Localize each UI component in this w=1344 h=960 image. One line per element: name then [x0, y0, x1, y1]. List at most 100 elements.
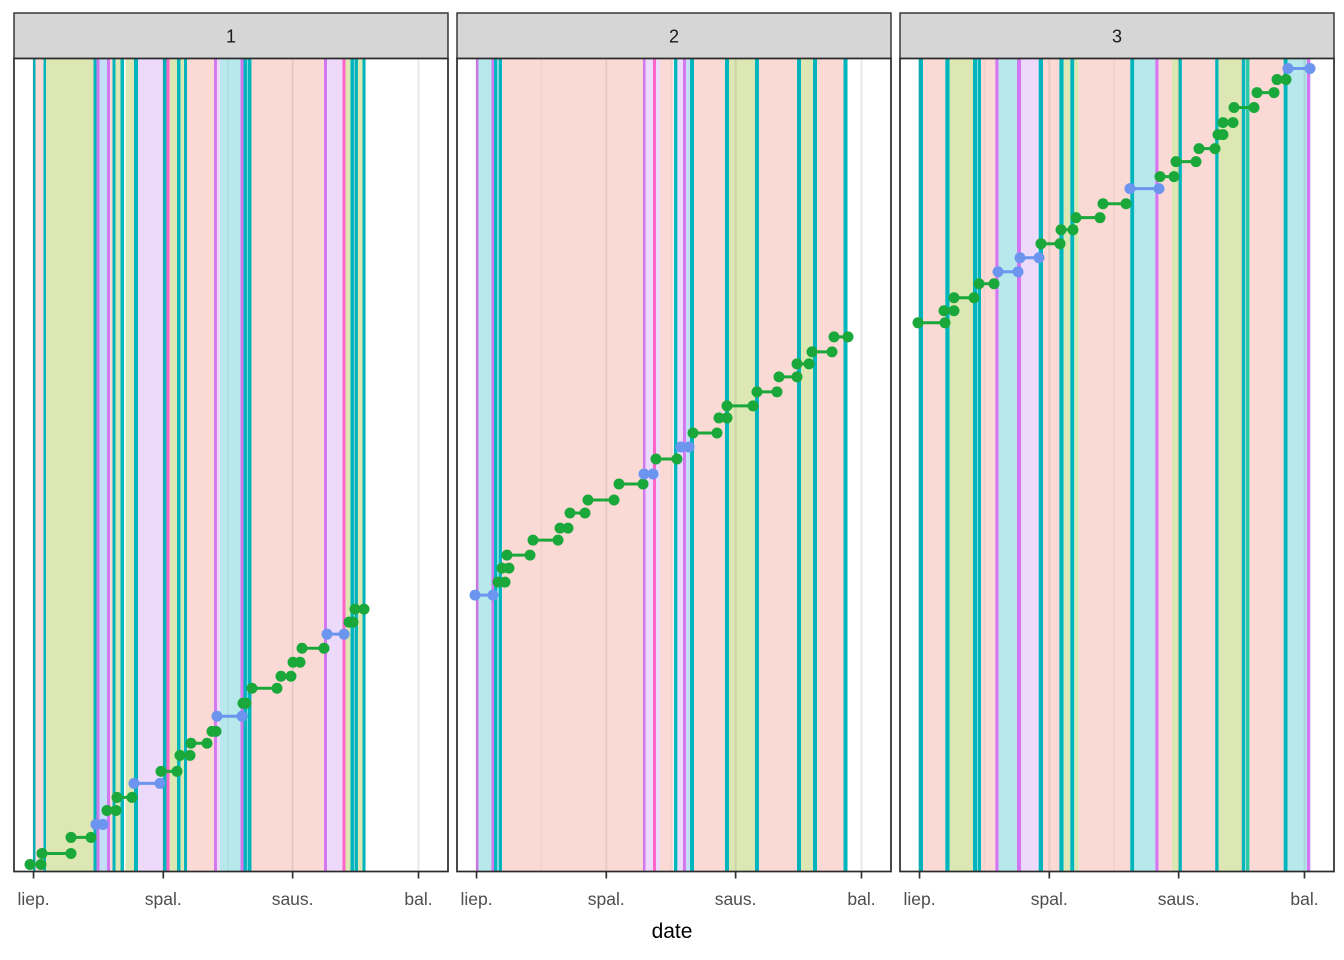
data-point-end [1217, 129, 1229, 141]
background-band-pk [1181, 58, 1216, 872]
background-band-kh [45, 58, 94, 872]
background-band-lv [645, 58, 653, 872]
background-band-T [43, 58, 47, 872]
data-point-start [948, 292, 960, 304]
data-point-end [1067, 224, 1079, 236]
data-point-start [275, 670, 287, 682]
background-band-O [324, 58, 328, 872]
data-point-end [503, 562, 515, 574]
axis-tick-label: bal. [1290, 889, 1318, 909]
data-point-start [349, 603, 361, 615]
data-point-start [638, 468, 650, 480]
background-band-O [1017, 58, 1021, 872]
data-point-start [675, 441, 687, 453]
background-band-O [682, 58, 687, 872]
data-point-start [24, 859, 36, 871]
background-band-T [162, 58, 167, 872]
background-band-O [213, 58, 218, 872]
data-point-start [791, 358, 803, 370]
facet-strip-label: 2 [669, 26, 679, 46]
background-band-pk [251, 58, 324, 872]
background-band-pk [980, 58, 996, 872]
axis-tick-label: spal. [145, 889, 182, 909]
background-band-T [1215, 58, 1219, 872]
data-point-start [1271, 74, 1283, 86]
background-band-lv [677, 58, 683, 872]
background-band-T [362, 58, 366, 872]
background-band-O [1306, 58, 1311, 872]
data-point-end [647, 468, 659, 480]
data-point-end [210, 725, 222, 737]
background-band-T [972, 58, 977, 872]
data-point-start [992, 266, 1004, 278]
facet-strip [13, 12, 449, 60]
data-point-end [1153, 183, 1165, 195]
facet-panel-1: 1 liep. spal. saus. bal. [13, 12, 449, 909]
data-point-end [499, 576, 511, 588]
data-point-start [101, 804, 113, 816]
background-band-pk [186, 58, 214, 872]
background-band-T [354, 58, 358, 872]
data-point-start [687, 427, 699, 439]
data-point-start [1014, 252, 1026, 264]
data-point-end [948, 305, 960, 317]
background-band-lv [1020, 58, 1039, 872]
data-point-end [1054, 238, 1066, 250]
background-band-cy [1134, 58, 1156, 872]
background-band-pk [1249, 58, 1284, 872]
axis-tick-label: liep. [460, 889, 492, 909]
data-point-end [126, 791, 138, 803]
background-band-T [796, 58, 801, 872]
data-point-end [35, 859, 47, 871]
background-band-T [1283, 58, 1288, 872]
data-point-end [747, 400, 759, 412]
background-band-T [93, 58, 97, 872]
data-point-end [240, 697, 252, 709]
data-point-start [296, 642, 308, 654]
data-point-end [1012, 266, 1024, 278]
data-point-end [791, 371, 803, 383]
data-point-end [826, 346, 838, 358]
background-band-pk [817, 58, 844, 872]
axis-tick-label: liep. [17, 889, 49, 909]
background-band-T [690, 58, 695, 872]
background-band-pk [923, 58, 946, 872]
data-point-start [1228, 102, 1240, 114]
facet-panel-2: 2 liep. spal. saus. bal. [456, 12, 892, 909]
data-point-end [236, 710, 248, 722]
background-band-T [977, 58, 981, 872]
data-point-start [713, 412, 725, 424]
data-point-start [246, 682, 258, 694]
background-band-pk [694, 58, 725, 872]
background-band-pk [35, 58, 44, 872]
background-band-T [1038, 58, 1044, 872]
facet-panel-3: 3 liep. spal. saus. bal. [899, 12, 1335, 909]
data-point-end [358, 603, 370, 615]
background-band-O [476, 58, 479, 872]
data-point-end [1190, 156, 1202, 168]
data-point-end [711, 427, 723, 439]
panel-border [13, 57, 449, 873]
data-point-end [318, 642, 330, 654]
data-point-end [579, 507, 591, 519]
background-band-T [918, 58, 924, 872]
background-band-kh [1063, 58, 1071, 872]
data-point-start [564, 507, 576, 519]
axis-tick-label: bal. [404, 889, 432, 909]
data-point-end [968, 292, 980, 304]
background-band-T [813, 58, 818, 872]
background-band-T [1241, 58, 1246, 872]
data-point-end [97, 818, 109, 830]
data-point-start [1251, 87, 1263, 99]
data-point-end [842, 331, 854, 343]
data-point-end [1033, 252, 1045, 264]
background-band-kh [728, 58, 755, 872]
axis-tick-label: bal. [847, 889, 875, 909]
background-band-T [350, 58, 354, 872]
background-band-O [643, 58, 646, 872]
background-band-kh [1074, 58, 1079, 872]
data-point-end [552, 534, 564, 546]
data-point-end [171, 765, 183, 777]
data-point-end [721, 412, 733, 424]
data-point-end [487, 589, 499, 601]
